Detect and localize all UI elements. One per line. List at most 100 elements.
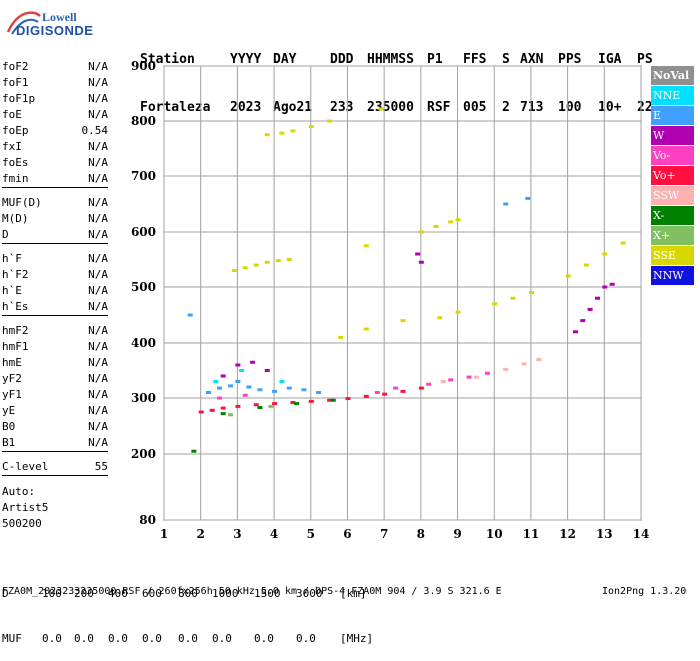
echo-point-x- [228,413,234,417]
echo-point-e [272,389,278,393]
param-value: N/A [88,372,108,385]
header-label-station: Station [140,52,195,67]
y-tick-label: 200 [131,447,156,461]
param-name: B1 [2,436,16,449]
plot-frame [163,65,642,521]
param-name: yF2 [2,372,22,385]
param-name: foE [2,108,22,121]
header-value-5: RSF [427,100,451,115]
legend-noval: NoVal [651,66,694,85]
header-value-6: 005 [463,100,487,115]
d-cell: 1000 [212,587,239,600]
echo-point-sse [492,302,498,306]
param-name: foEp [2,124,29,137]
param-value: N/A [88,340,108,353]
d-cell: 1500 [254,587,281,600]
file-info-line: FZA0M_2023233235000.RSF / 260fx256h 50 k… [2,586,686,597]
header-label-day: DAY [273,52,297,67]
param-value: 0.54 [81,124,109,137]
echo-point-vo- [374,391,380,394]
echo-point-e [187,313,193,317]
echo-point-nne [279,380,285,383]
param-name: foF1 [2,76,29,89]
d-cell: D [2,587,9,600]
x-tick-label: 14 [633,527,650,541]
d-cell: 400 [108,587,128,600]
echo-point-ssw [521,362,527,366]
echo-point-sse [620,241,626,245]
echo-point-x- [330,398,336,402]
echo-point-vo- [484,371,490,375]
param-name: h`F2 [2,268,29,281]
header-value-2: Ago21 [273,100,313,115]
echo-point-sse [583,263,589,267]
param-row: foE N/A [2,108,108,122]
echo-point-e [246,385,252,389]
echo-point-nne [213,380,219,383]
param-value: N/A [88,436,108,449]
logo-line2: DIGISONDE [16,23,94,38]
echo-point-w [594,296,600,300]
echo-point-sse [338,335,344,339]
param-value: N/A [88,420,108,433]
echo-point-vo- [382,392,388,396]
param-separator [2,243,108,244]
x-tick-label: 6 [343,527,351,541]
param-separator [2,451,108,452]
param-value: N/A [88,228,108,241]
y-tick-label: 80 [139,513,156,527]
x-tick-label: 5 [307,527,315,541]
param-row: foF1 N/A [2,76,108,90]
x-tick-label: 7 [380,527,388,541]
echo-point-ssw [473,375,479,379]
echo-point-vo- [217,396,223,400]
param-value: N/A [88,92,108,105]
logo-swirl-icon [6,11,41,35]
y-tick-label: 300 [131,391,156,405]
echo-point-vo- [308,399,314,403]
param-value: N/A [88,356,108,369]
header-labels-row: Station YYYY DAY DDD HHMMSS P1 FFS S AXN PPS IGA PS [140,52,653,68]
param-row: yF1 N/A [2,388,108,402]
d-cell: [km] [340,587,367,600]
echo-point-sse [264,260,270,264]
echo-point-e [228,384,234,388]
y-tick-label: 400 [131,336,156,350]
param-value: N/A [88,268,108,281]
param-name: h`E [2,284,22,297]
param-row: foEp 0.54 [2,124,108,138]
muf-cell: 0.0 [74,632,94,645]
legend-vo-: Vo- [651,146,694,165]
echo-point-sse [264,133,270,137]
echo-point-vo- [209,408,215,412]
param-name: B0 [2,420,16,433]
y-tick-label: 600 [131,225,156,239]
echo-point-x- [220,412,226,416]
param-row: C-level 55 [2,460,108,474]
legend-vo-: Vo+ [651,166,694,185]
echo-point-sse [363,244,369,248]
param-row: fmin N/A [2,172,108,186]
param-value: N/A [88,324,108,337]
param-row: h`F2 N/A [2,268,108,282]
x-tick-label: 4 [270,527,278,541]
param-row: foEs N/A [2,156,108,170]
echo-point-sse [378,107,384,111]
echo-point-sse [253,263,259,267]
d-cell: 600 [142,587,162,600]
echo-point-x- [294,402,300,406]
y-tick-label: 700 [131,169,156,183]
legend-nnw: NNW [651,266,694,285]
echo-point-sse [275,259,281,263]
param-row: fxI N/A [2,140,108,154]
echo-point-sse [363,327,369,331]
header-label-axn: AXN [520,52,544,67]
echo-point-e [301,388,307,392]
d-cell: 800 [178,587,198,600]
echo-traces [187,107,626,453]
echo-point-w [220,374,226,378]
muf-table: D 100 200 400 600 800 1000 1500 3000 [km] MUF 0.0 0… [2,556,373,661]
param-value: N/A [88,76,108,89]
echo-point-ssw [536,358,542,361]
param-row: hmF2 N/A [2,324,108,338]
